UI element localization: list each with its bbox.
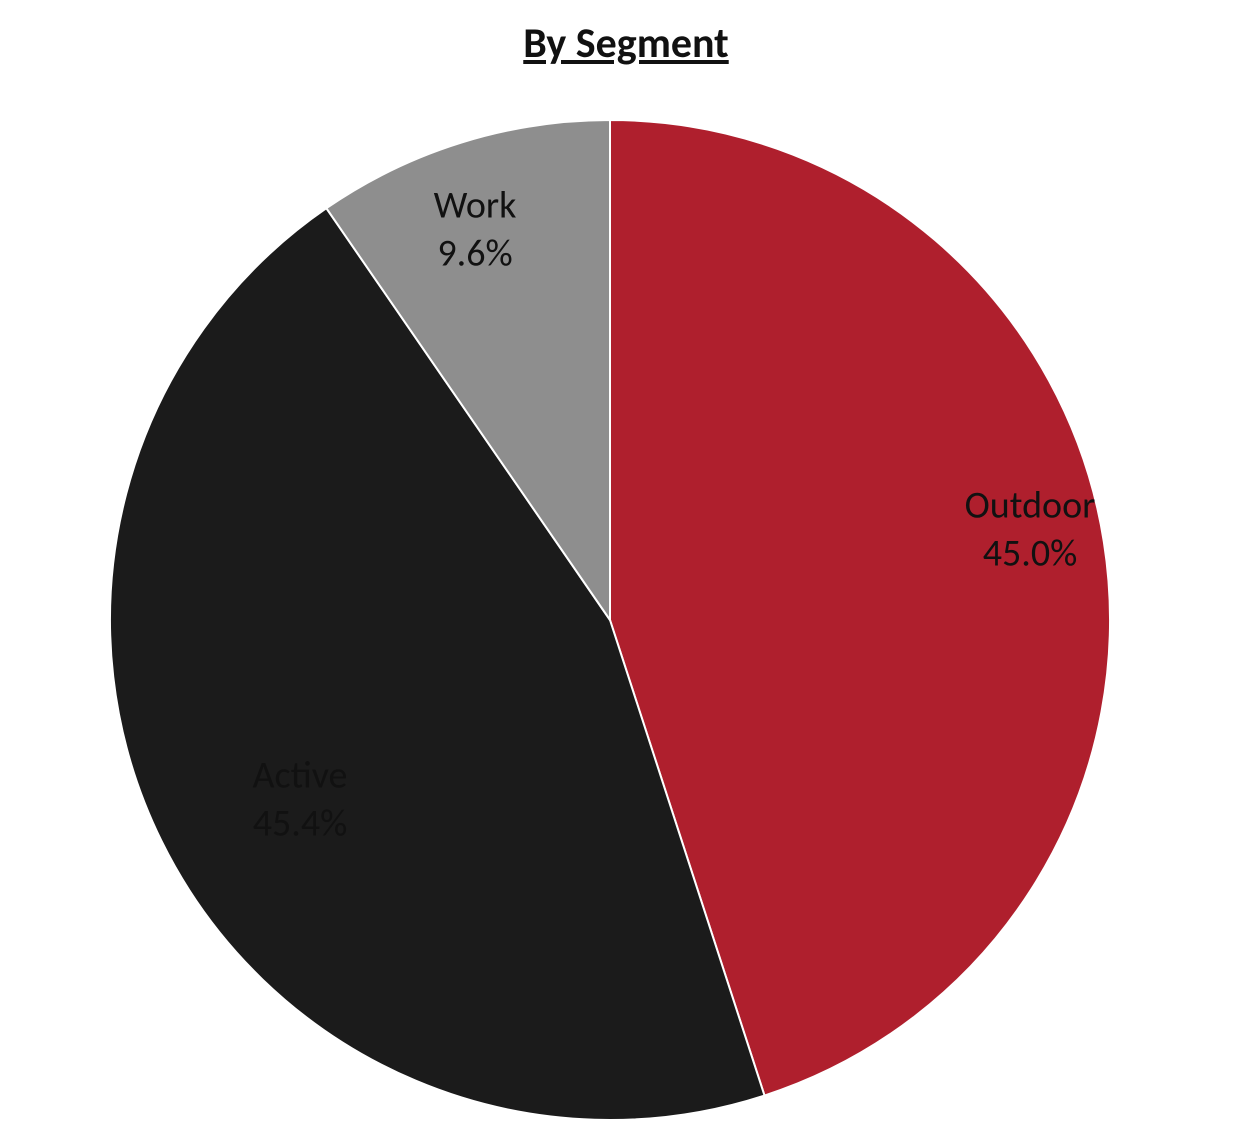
slice-label-outdoor: Outdoor 45.0%: [965, 483, 1096, 578]
slice-label-work: Work 9.6%: [434, 183, 517, 278]
slice-label-active-pct: 45.4%: [253, 800, 348, 848]
slice-label-active: Active 45.4%: [253, 753, 348, 848]
slice-label-outdoor-pct: 45.0%: [965, 530, 1096, 578]
slice-label-work-name: Work: [434, 183, 517, 231]
slice-label-outdoor-name: Outdoor: [965, 483, 1096, 531]
slice-label-active-name: Active: [253, 753, 348, 801]
chart-container: By Segment Outdoor 45.0% Active 45.4% Wo…: [0, 0, 1252, 1148]
slice-label-work-pct: 9.6%: [434, 230, 517, 278]
